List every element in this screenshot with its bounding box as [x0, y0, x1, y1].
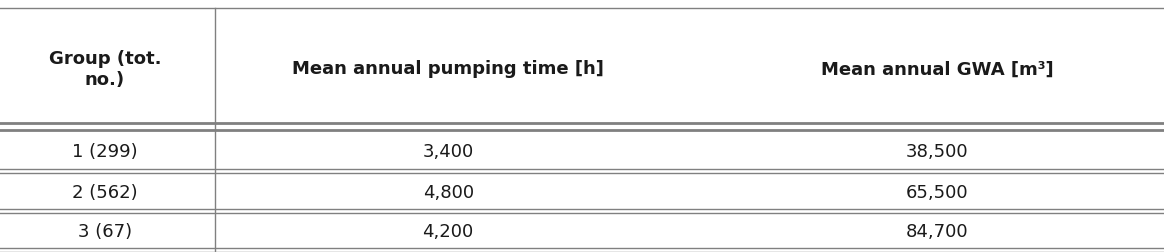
Text: 1 (299): 1 (299) [72, 143, 137, 161]
Text: Mean annual pumping time [h]: Mean annual pumping time [h] [292, 60, 604, 78]
Text: Mean annual GWA [m³]: Mean annual GWA [m³] [821, 60, 1053, 78]
Text: Group (tot.
no.): Group (tot. no.) [49, 50, 161, 89]
Text: 38,500: 38,500 [906, 143, 968, 161]
Text: 4,200: 4,200 [423, 224, 474, 241]
Text: 84,700: 84,700 [906, 224, 968, 241]
Text: 3,400: 3,400 [423, 143, 474, 161]
Text: 4,800: 4,800 [423, 184, 474, 202]
Text: 65,500: 65,500 [906, 184, 968, 202]
Text: 3 (67): 3 (67) [78, 224, 132, 241]
Text: 2 (562): 2 (562) [72, 184, 137, 202]
